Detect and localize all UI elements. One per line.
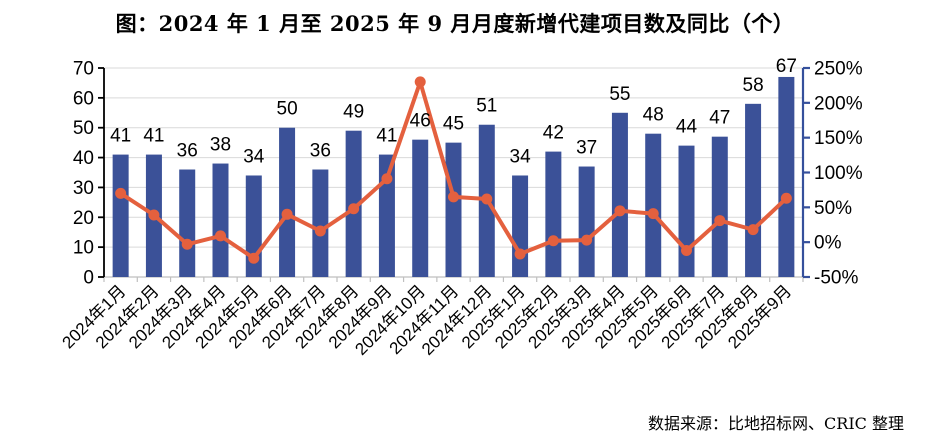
left-axis-label: 50 xyxy=(73,118,94,139)
right-axis-label: 100% xyxy=(814,163,863,184)
bar-value-label: 47 xyxy=(709,108,730,129)
yoy-point-2025年7月 xyxy=(714,215,726,227)
bar-2025年4月 xyxy=(611,112,628,278)
right-axis-label: 250% xyxy=(814,59,863,80)
yoy-point-2025年1月 xyxy=(514,248,526,260)
left-axis-label: 40 xyxy=(73,148,94,169)
left-axis-label: 70 xyxy=(73,59,94,80)
bar-2024年11月 xyxy=(445,142,462,277)
yoy-point-2024年6月 xyxy=(281,208,293,220)
bar-value-label: 41 xyxy=(110,126,131,147)
yoy-point-2024年11月 xyxy=(448,191,459,203)
bar-value-label: 50 xyxy=(277,99,298,120)
yoy-point-2025年5月 xyxy=(647,208,659,220)
data-source-note: 数据来源：比地招标网、CRIC 整理 xyxy=(648,414,904,433)
yoy-point-2024年5月 xyxy=(248,252,260,264)
yoy-point-2024年3月 xyxy=(181,238,193,250)
bar-value-label: 58 xyxy=(743,75,764,96)
yoy-point-2025年3月 xyxy=(581,234,593,246)
yoy-point-2025年6月 xyxy=(681,245,692,257)
yoy-point-2025年8月 xyxy=(747,224,759,236)
bar-2025年8月 xyxy=(745,103,762,277)
left-axis-label: 20 xyxy=(73,208,94,229)
bar-value-label: 41 xyxy=(376,126,397,147)
bar-value-label: 67 xyxy=(776,56,797,77)
bar-value-label: 45 xyxy=(443,114,464,135)
bar-value-label: 51 xyxy=(476,96,497,117)
bar-2024年10月 xyxy=(412,139,429,277)
bar-2025年1月 xyxy=(512,175,529,277)
bar-2025年7月 xyxy=(711,136,728,277)
bar-2025年6月 xyxy=(678,145,695,277)
bar-2024年1月 xyxy=(112,154,129,277)
bar-2024年3月 xyxy=(179,169,196,277)
yoy-point-2024年10月 xyxy=(414,76,426,88)
right-axis-label: 200% xyxy=(814,93,863,114)
bar-2025年2月 xyxy=(545,151,562,277)
bar-value-label: 41 xyxy=(143,126,164,147)
bar-2024年9月 xyxy=(378,154,395,277)
bar-value-label: 48 xyxy=(643,105,664,126)
chart-title: 图：2024 年 1 月至 2025 年 9 月月度新增代建项目数及同比（个） xyxy=(115,11,795,36)
bar-value-label: 55 xyxy=(609,84,630,105)
left-axis-label: 60 xyxy=(73,88,94,109)
bar-2024年4月 xyxy=(212,163,229,277)
left-axis-label: 0 xyxy=(83,268,94,289)
right-axis-label: -50% xyxy=(814,268,858,289)
bar-value-label: 37 xyxy=(576,138,597,159)
bar-2025年5月 xyxy=(645,133,662,277)
bar-value-label: 36 xyxy=(177,141,198,162)
bar-value-label: 36 xyxy=(310,141,331,162)
bar-value-label: 34 xyxy=(510,146,532,167)
yoy-point-2025年9月 xyxy=(780,192,792,204)
bar-value-label: 42 xyxy=(543,123,564,144)
yoy-point-2024年12月 xyxy=(481,193,493,205)
bar-2025年3月 xyxy=(578,166,595,277)
bar-value-label: 49 xyxy=(343,102,364,123)
yoy-point-2024年1月 xyxy=(115,187,127,199)
right-axis-label: 150% xyxy=(814,128,863,149)
yoy-point-2024年7月 xyxy=(314,225,326,237)
left-axis-label: 30 xyxy=(73,178,94,199)
yoy-point-2024年8月 xyxy=(348,203,360,215)
yoy-point-2025年4月 xyxy=(614,205,626,217)
right-axis-label: 50% xyxy=(814,198,852,219)
bar-value-label: 38 xyxy=(210,135,231,156)
bar-value-label: 46 xyxy=(410,111,431,132)
yoy-point-2024年9月 xyxy=(381,173,393,185)
bar-2024年7月 xyxy=(312,169,329,277)
left-axis-label: 10 xyxy=(73,238,94,259)
bar-value-label: 44 xyxy=(676,117,698,138)
right-axis-label: 0% xyxy=(814,233,842,254)
yoy-point-2024年4月 xyxy=(215,230,226,242)
bar-value-label: 34 xyxy=(243,146,265,167)
yoy-point-2024年2月 xyxy=(148,209,160,221)
bar-2025年9月 xyxy=(778,76,795,277)
bar-2024年6月 xyxy=(279,127,296,277)
yoy-point-2025年2月 xyxy=(547,235,559,247)
